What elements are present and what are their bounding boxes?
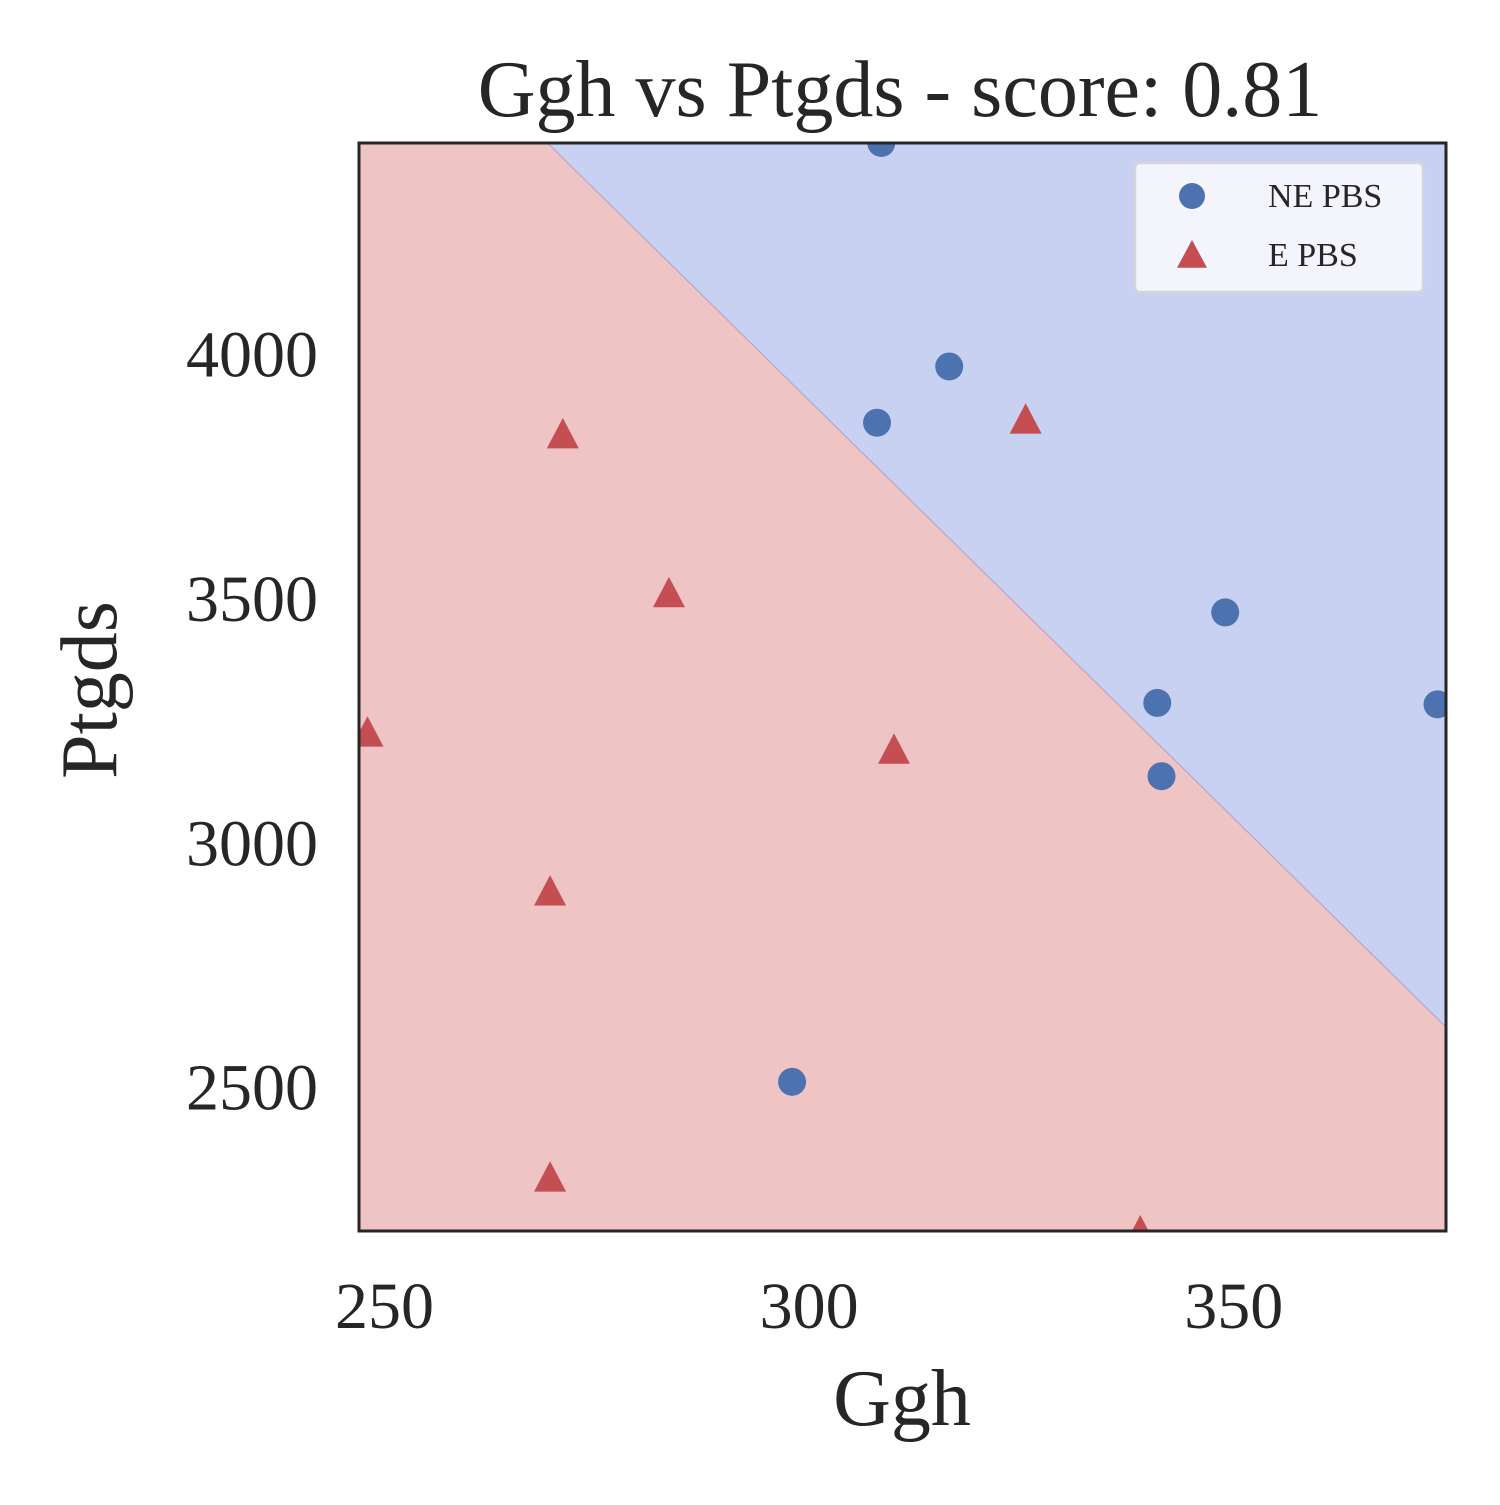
y-tick-label: 3000 [186, 807, 318, 880]
e-pbs-point [546, 417, 579, 449]
ne-pbs-point [1147, 762, 1176, 791]
chart-title: Ggh vs Ptgds - score: 0.81 [478, 46, 1322, 134]
y-axis-ticks: 2500 3000 3500 4000 [186, 318, 318, 1124]
ne-pbs-point [867, 143, 896, 157]
y-tick-label: 2500 [186, 1052, 318, 1125]
decision-regions [359, 143, 1446, 1231]
ne-pbs-point [863, 408, 892, 437]
legend-circle-marker [1179, 183, 1205, 209]
plot-frame [357, 141, 1448, 1233]
legend-box [1133, 161, 1425, 294]
legend-label: NE PBS [1268, 178, 1382, 215]
x-axis-label: Ggh [833, 1355, 971, 1443]
data-points [359, 143, 1446, 1231]
decision-boundary-line [547, 143, 1446, 1028]
e-pbs-point [534, 1161, 567, 1192]
x-axis-ticks: 250 300 350 [335, 1270, 1283, 1343]
ne-pbs-point [1211, 598, 1240, 627]
region-e-pbs [359, 143, 1446, 1231]
legend-triangle-marker [1177, 240, 1207, 268]
legend: NE PBS E PBS [1133, 161, 1425, 294]
e-pbs-point [1009, 403, 1042, 434]
x-tick-label: 300 [760, 1270, 859, 1343]
e-pbs-point [359, 716, 384, 747]
ne-pbs-point [1423, 690, 1446, 719]
ne-pbs-point [935, 352, 964, 381]
e-pbs-point [1131, 1215, 1149, 1231]
y-tick-label: 3500 [186, 563, 318, 636]
e-pbs-point [878, 733, 911, 764]
y-tick-label: 4000 [186, 318, 318, 391]
e-pbs-point [652, 576, 685, 608]
e-pbs-point [534, 875, 567, 906]
legend-label: E PBS [1268, 237, 1358, 274]
ne-pbs-point [1143, 688, 1172, 717]
x-tick-label: 250 [335, 1270, 434, 1343]
y-axis-label: Ptgds [46, 601, 134, 779]
x-tick-label: 350 [1184, 1270, 1283, 1343]
ne-pbs-point [778, 1067, 807, 1096]
